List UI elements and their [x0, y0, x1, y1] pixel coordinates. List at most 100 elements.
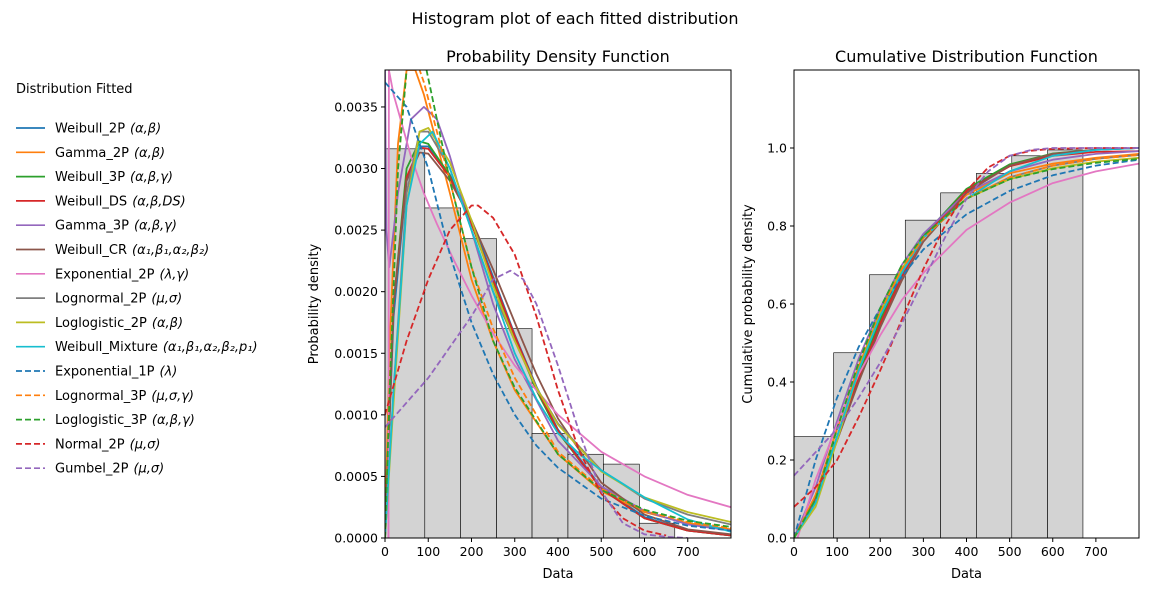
legend-label: Weibull_DS (α,β,DS) [55, 194, 186, 209]
legend-entry: Weibull_CR (α₁,β₁,α₂,β₂) [16, 243, 209, 258]
legend-series-name: Loglogistic_2P [55, 316, 147, 331]
cdf-series-lines [794, 147, 1139, 538]
legend-series-params: (α,β) [130, 122, 161, 137]
cdf-histogram-bar [1011, 155, 1048, 538]
legend-series-name: Exponential_1P [55, 365, 155, 380]
pdf-y-tick-label: 0.0025 [334, 223, 378, 238]
cdf-y-tick-label: 1.0 [767, 141, 787, 156]
cdf-series-line [794, 158, 1139, 538]
pdf-series-line [387, 70, 731, 538]
pdf-title: Probability Density Function [446, 47, 670, 66]
cdf-x-tick-label: 200 [868, 544, 892, 559]
legend-series-params: (λ,γ) [160, 267, 190, 282]
legend-series-params: (λ) [160, 365, 178, 380]
legend-label: Lognormal_2P (μ,σ) [55, 292, 182, 307]
legend-entry: Exponential_2P (λ,γ) [16, 267, 189, 282]
legend-series-params: (α₁,β₁,α₂,β₂,p₁) [163, 340, 258, 355]
legend-series-params: (α,β,DS) [132, 194, 186, 209]
pdf-x-tick-label: 200 [460, 544, 484, 559]
pdf-y-tick-label: 0.0005 [334, 469, 378, 484]
cdf-y-tick-label: 0.2 [767, 453, 787, 468]
legend-entry: Loglogistic_3P (α,β,γ) [16, 413, 195, 428]
legend-label: Weibull_3P (α,β,γ) [55, 170, 173, 185]
legend-series-params: (μ,σ,γ) [151, 389, 194, 404]
legend-label: Lognormal_3P (μ,σ,γ) [55, 389, 194, 404]
legend-entry: Weibull_2P (α,β) [16, 122, 161, 137]
cdf-x-tick-label: 400 [955, 544, 979, 559]
legend-label: Weibull_CR (α₁,β₁,α₂,β₂) [55, 243, 209, 258]
cdf-histogram [794, 149, 1084, 538]
cdf-y-tick-label: 0.8 [767, 219, 787, 234]
legend-label: Gamma_3P (α,β,γ) [55, 219, 177, 234]
legend-series-name: Weibull_CR [55, 243, 127, 258]
legend-series-name: Lognormal_3P [55, 389, 147, 404]
legend-series-params: (μ,σ) [133, 462, 164, 477]
cdf-x-tick-label: 300 [911, 544, 935, 559]
legend-series-name: Weibull_DS [55, 194, 127, 209]
figure-suptitle: Histogram plot of each fitted distributi… [412, 9, 739, 28]
cdf-y-axis-label: Cumulative probability density [741, 204, 756, 404]
legend-series-name: Gumbel_2P [55, 462, 129, 477]
legend-series-name: Normal_2P [55, 437, 125, 452]
legend-series-params: (α,β) [134, 146, 165, 161]
cdf-x-tick-label: 100 [825, 544, 849, 559]
legend-series-name: Weibull_3P [55, 170, 125, 185]
legend-entry: Weibull_DS (α,β,DS) [16, 194, 186, 209]
cdf-histogram-bar [869, 274, 906, 538]
legend-series-params: (μ,σ) [130, 437, 161, 452]
pdf-series-line [385, 81, 731, 532]
pdf-y-tick-label: 0.0035 [334, 99, 378, 114]
cdf-x-tick-label: 500 [998, 544, 1022, 559]
legend-label: Weibull_Mixture (α₁,β₁,α₂,β₂,p₁) [55, 340, 258, 355]
cdf-series-line [794, 154, 1139, 538]
legend-series-name: Lognormal_2P [55, 292, 147, 307]
legend-series-name: Loglogistic_3P [55, 413, 147, 428]
cdf-y-tick-label: 0.0 [767, 531, 787, 546]
pdf-y-tick-label: 0.0020 [334, 284, 378, 299]
legend-entry: Lognormal_2P (μ,σ) [16, 292, 182, 307]
legend-title: Distribution Fitted [16, 82, 133, 97]
legend-series-params: (α,β,γ) [134, 219, 177, 234]
legend-series-params: (μ,σ) [151, 292, 182, 307]
pdf-x-tick-label: 700 [676, 544, 700, 559]
legend-entry: Weibull_3P (α,β,γ) [16, 170, 173, 185]
pdf-y-tick-label: 0.0010 [334, 407, 378, 422]
cdf-title: Cumulative Distribution Function [835, 47, 1098, 66]
pdf-panel: Probability Density Function Data Probab… [307, 47, 732, 582]
cdf-x-axis-label: Data [951, 567, 982, 582]
cdf-histogram-bar [940, 192, 977, 538]
legend-series-name: Weibull_2P [55, 122, 125, 137]
pdf-series-line [385, 70, 731, 538]
legend-label: Loglogistic_2P (α,β) [55, 316, 183, 331]
cdf-histogram-bar [976, 173, 1013, 538]
legend-entry: Gumbel_2P (μ,σ) [16, 462, 164, 477]
legend-label: Weibull_2P (α,β) [55, 122, 161, 137]
cdf-series-line [794, 147, 1139, 538]
legend-label: Normal_2P (μ,σ) [55, 437, 160, 452]
legend-entry: Lognormal_3P (μ,σ,γ) [16, 389, 194, 404]
pdf-series-line [385, 70, 731, 538]
pdf-y-tick-label: 0.0000 [334, 531, 378, 546]
pdf-x-tick-label: 500 [589, 544, 613, 559]
legend-label: Gamma_2P (α,β) [55, 146, 165, 161]
cdf-series-line [794, 158, 1139, 538]
cdf-series-line [794, 147, 1139, 477]
legend-entries: Weibull_2P (α,β)Gamma_2P (α,β)Weibull_3P (α… [16, 122, 258, 477]
cdf-x-tick-label: 700 [1084, 544, 1108, 559]
legend-series-name: Gamma_2P [55, 146, 129, 161]
legend-series-name: Gamma_3P [55, 219, 129, 234]
pdf-histogram-bar [424, 207, 461, 538]
pdf-y-tick-label: 0.0015 [334, 346, 378, 361]
cdf-panel: Cumulative Distribution Function Data Cu… [741, 47, 1140, 582]
pdf-series-line [385, 204, 667, 537]
legend-series-params: (α,β) [152, 316, 183, 331]
pdf-series-line [385, 269, 688, 538]
pdf-x-tick-label: 600 [633, 544, 657, 559]
legend-entry: Normal_2P (μ,σ) [16, 437, 160, 452]
pdf-y-axis-label: Probability density [307, 243, 322, 364]
pdf-histogram-bar [639, 522, 676, 538]
pdf-x-tick-label: 300 [503, 544, 527, 559]
cdf-y-tick-label: 0.4 [767, 375, 787, 390]
pdf-histogram [385, 148, 676, 538]
